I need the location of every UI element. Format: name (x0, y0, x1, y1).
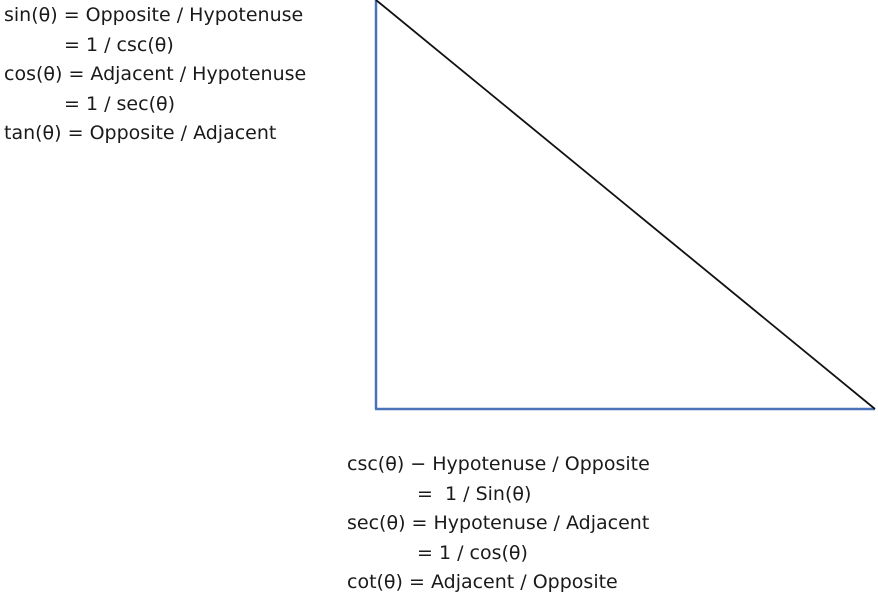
sin-formula: sin(θ) = Opposite / Hypotenuse (4, 4, 304, 26)
csc-reciprocal-formula: = 1 / Sin(θ) (417, 482, 532, 505)
bottom-formula-list: csc(θ) − Hypotenuse / Opposite = 1 / Sin… (347, 450, 650, 598)
top-formula-list: sin(θ) = Opposite / Hypotenuse = 1 / csc… (4, 1, 306, 149)
cos-formula: cos(θ) = Adjacent / Hypotenuse (4, 63, 307, 85)
cot-formula: cot(θ) = Adjacent / Opposite (347, 571, 618, 593)
hypotenuse-line (375, 0, 876, 410)
sin-reciprocal-formula: = 1 / csc(θ) (64, 33, 174, 56)
cos-reciprocal-formula: = 1 / sec(θ) (64, 92, 176, 115)
csc-formula: csc(θ) − Hypotenuse / Opposite (347, 453, 650, 475)
sec-formula: sec(θ) = Hypotenuse / Adjacent (347, 512, 650, 534)
tan-formula: tan(θ) = Opposite / Adjacent (4, 122, 277, 144)
sec-reciprocal-formula: = 1 / cos(θ) (417, 541, 528, 564)
